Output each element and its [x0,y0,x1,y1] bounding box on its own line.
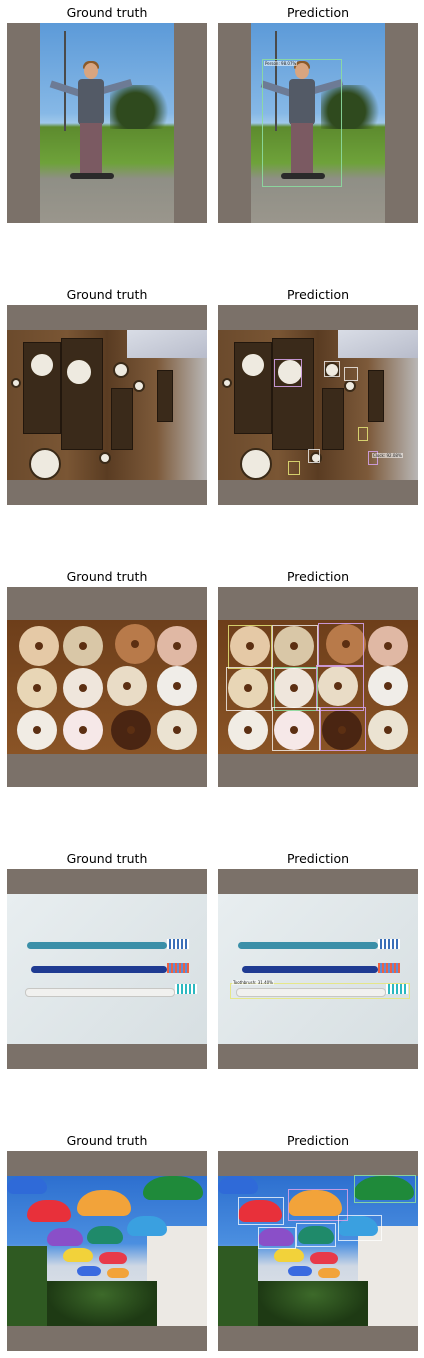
row2-ground-truth-title: Ground truth [66,287,148,302]
clock-detection-box [344,367,358,381]
donut-detection-box [272,625,318,669]
person-detection-label: Person: 98.07% [264,61,298,66]
row2-prediction-title: Prediction [286,287,350,302]
donut-detection-box [228,625,272,669]
row1-ground-truth-title: Ground truth [66,5,148,20]
row2-prediction-image: Clock: 92.08% [218,305,418,505]
toothbrush-detection-label: Toothbrush: 31.40% [232,980,274,985]
toothbrushes-photo [218,894,418,1044]
row3-ground-truth-image [7,587,207,787]
umbrellas-photo [7,1176,207,1326]
row3-prediction-title: Prediction [286,569,350,584]
clock-detection-label: Clock: 92.08% [372,453,403,458]
donuts-photo [7,620,207,754]
row1-prediction-title: Prediction [286,5,350,20]
row2-ground-truth-image [7,305,207,505]
row4-ground-truth-title: Ground truth [66,851,148,866]
clock-detection-box [308,449,320,463]
person-detection-box [262,59,342,187]
clock-detection-box [274,359,302,387]
clock-detection-box [324,361,340,377]
umbrella-detection-box [238,1197,284,1225]
toothbrushes-photo [7,894,207,1044]
row1-ground-truth-image [7,23,207,223]
clock-detection-box [288,461,300,475]
row5-ground-truth-image [7,1151,207,1351]
donut-detection-box [318,623,364,667]
umbrella-detection-box [296,1223,336,1247]
row5-prediction-title: Prediction [286,1133,350,1148]
row4-ground-truth-image [7,869,207,1069]
umbrellas-photo [218,1176,418,1326]
donut-detection-box [272,707,320,751]
toothbrush-detection-box [230,983,410,999]
skateboarder-photo [40,23,174,223]
row3-prediction-image [218,587,418,787]
clock-detection-box [368,451,378,465]
row5-ground-truth-title: Ground truth [66,1133,148,1148]
umbrella-detection-box [288,1189,348,1221]
umbrella-detection-box [258,1227,296,1249]
clock-detection-box [358,427,368,441]
donut-detection-box [316,665,364,711]
umbrella-detection-box [354,1175,416,1203]
skateboarder-photo [251,23,385,223]
umbrella-detection-box [338,1215,382,1241]
donut-detection-box [274,667,318,711]
row4-prediction-image: Toothbrush: 31.40% [218,869,418,1069]
clocks-photo [7,330,207,480]
donut-detection-box [320,707,366,751]
row3-ground-truth-title: Ground truth [66,569,148,584]
donut-detection-box [226,667,272,711]
row5-prediction-image [218,1151,418,1351]
row1-prediction-image: Person: 98.07% [218,23,418,223]
row4-prediction-title: Prediction [286,851,350,866]
